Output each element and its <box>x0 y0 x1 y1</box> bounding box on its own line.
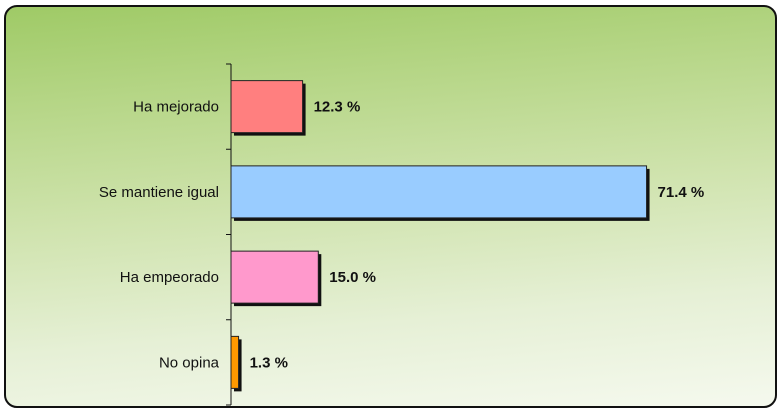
category-label: No opina <box>159 354 220 371</box>
data-label: 12.3 % <box>314 99 361 116</box>
data-label: 71.4 % <box>658 184 705 201</box>
bar <box>230 250 319 304</box>
bar <box>230 165 648 219</box>
category-label: Se mantiene igual <box>99 184 219 201</box>
bar <box>230 335 240 389</box>
data-label: 1.3 % <box>250 354 288 371</box>
bar <box>230 80 304 134</box>
category-label: Ha mejorado <box>133 99 219 116</box>
chart-frame: Ha mejorado 12.3 % Se mantiene igual 71.4 %… <box>4 5 777 408</box>
bar-chart: Ha mejorado 12.3 % Se mantiene igual 71.4 %… <box>99 63 705 406</box>
data-label: 15.0 % <box>329 269 376 286</box>
category-label: Ha empeorado <box>120 269 219 286</box>
